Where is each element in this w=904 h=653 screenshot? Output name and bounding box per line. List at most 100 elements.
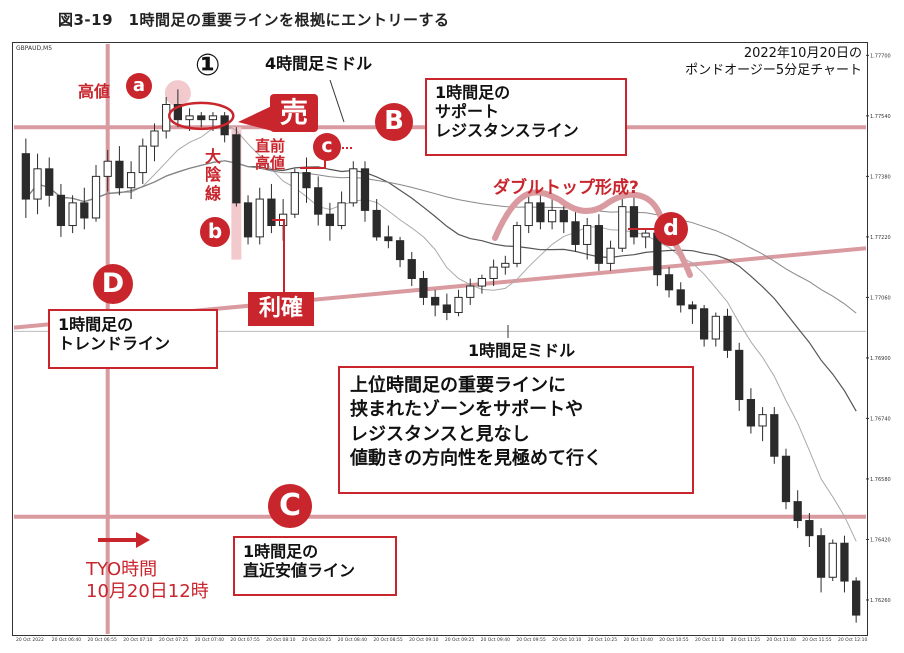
candle-body (45, 168, 54, 196)
candle-body (138, 145, 147, 174)
candle-body (349, 168, 358, 204)
chart-symbol: GBPAUD,M5 (16, 45, 53, 52)
candle-body (80, 202, 89, 219)
candle-body (559, 209, 568, 223)
candle-body (454, 296, 463, 314)
badge-C: C (268, 484, 312, 528)
candle-body (255, 198, 264, 238)
time-tick-label: 20 Oct 08:40 (338, 637, 367, 643)
circled-one: ① (195, 48, 221, 83)
figure-title: 図3-19 1時間足の重要ラインを根拠にエントリーする (58, 11, 450, 29)
tyo-arrow-head (136, 532, 150, 548)
candle-body (442, 304, 451, 314)
badge-d: d (654, 212, 688, 246)
badge-B: B (375, 103, 413, 141)
time-tick-label: 20 Oct 10:55 (659, 637, 688, 643)
candle-body (746, 399, 756, 427)
time-tick-label: 20 Oct 08:10 (266, 637, 295, 643)
price-tick-label: 1.76580 (870, 477, 891, 483)
candle-body (571, 221, 580, 245)
candle-body (372, 209, 381, 238)
candle-body (208, 115, 218, 121)
candle-body (290, 172, 299, 215)
candle-body (711, 315, 720, 340)
candle-body (723, 315, 732, 351)
tyo-time-label: TYO時間 10月20日12時 (86, 559, 209, 602)
candle-body (243, 202, 253, 238)
double-top-label: ダブルトップ形成? (493, 178, 639, 198)
time-tick-label: 20 Oct 09:25 (445, 637, 474, 643)
candle-body (33, 168, 42, 200)
time-tick-label: 20 Oct 11:25 (731, 637, 760, 643)
time-tick-label: 20 Oct 06:40 (52, 637, 81, 643)
candle-body (173, 104, 183, 121)
time-tick-label: 20 Oct 11:40 (767, 637, 796, 643)
h4-middle-label: 4時間足ミドル (265, 54, 373, 73)
time-tick-label: 20 Oct 08:55 (373, 637, 402, 643)
price-tick-label: 1.76900 (870, 356, 891, 362)
moving-averages (25, 122, 857, 542)
badge-a: a (126, 73, 152, 99)
candle-body (103, 160, 112, 177)
h1-middle-label: 1時間足ミドル (468, 341, 576, 360)
candle-body (115, 160, 124, 189)
sell-arrow (238, 104, 276, 132)
recent-high-label: 直前 高値 (255, 137, 286, 173)
time-axis: 20 Oct 2022 20 Oct 06:40 20 Oct 06:55 20 Oc… (16, 637, 867, 643)
h4-middle-pointer (329, 79, 345, 123)
candle-body (852, 580, 861, 616)
candle-body (477, 277, 487, 287)
candle-body (688, 304, 697, 310)
box-B: 1時間足の サポート レジスタンスライン (425, 78, 627, 156)
candle-body (606, 247, 615, 264)
candle-body (501, 262, 510, 268)
candle-body (629, 206, 639, 238)
candle-body (641, 232, 650, 238)
candlesticks (21, 89, 861, 623)
candle-body (302, 172, 311, 189)
time-tick-label: 20 Oct 09:10 (409, 637, 438, 643)
candle-body (489, 266, 498, 279)
candle-body (735, 349, 744, 401)
time-tick-label: 20 Oct 2022 (16, 637, 44, 643)
price-tick-label: 1.77220 (870, 235, 891, 241)
time-tick-label: 20 Oct 07:55 (230, 637, 259, 643)
time-tick-label: 20 Oct 09:40 (481, 637, 510, 643)
high-label: 高値 (78, 82, 111, 101)
time-tick-label: 20 Oct 09:55 (516, 637, 545, 643)
badge-D: D (93, 264, 133, 304)
candle-body (150, 130, 159, 147)
candle-body (197, 115, 206, 121)
price-tick-label: 1.77380 (870, 174, 891, 180)
take-profit-connector (272, 219, 285, 292)
time-tick-label: 20 Oct 10:25 (588, 637, 617, 643)
chart-frame (12, 42, 868, 636)
time-tick-label: 20 Oct 07:40 (195, 637, 224, 643)
take-profit-tag: 利確 (248, 292, 314, 326)
time-tick-label: 20 Oct 07:10 (123, 637, 152, 643)
time-tick-label: 20 Oct 10:10 (552, 637, 581, 643)
candle-body (407, 259, 416, 279)
candle-body (360, 168, 370, 211)
consolidation-ellipse (168, 101, 235, 131)
candle-body (618, 206, 627, 249)
time-tick-label: 20 Oct 11:55 (802, 637, 831, 643)
candle-body (21, 153, 30, 200)
price-tick-label: 1.76260 (870, 598, 891, 604)
candle-body (699, 308, 709, 340)
time-tick-label: 20 Oct 12:10 (838, 637, 867, 643)
price-tick-label: 1.77540 (870, 114, 891, 120)
candle-body (583, 225, 592, 245)
candle-body (126, 172, 136, 189)
candle-body (185, 115, 194, 121)
candle-body (337, 202, 346, 227)
candle-body (384, 236, 393, 242)
candle-body (314, 187, 323, 215)
time-tick-label: 20 Oct 11:10 (695, 637, 724, 643)
ma-short (25, 122, 857, 542)
candle-body (840, 542, 849, 582)
big-bear-label: 大 陰 線 (205, 147, 222, 203)
candle-body (91, 175, 101, 219)
candle-body (758, 414, 767, 427)
price-tick-label: 1.76740 (870, 416, 891, 422)
